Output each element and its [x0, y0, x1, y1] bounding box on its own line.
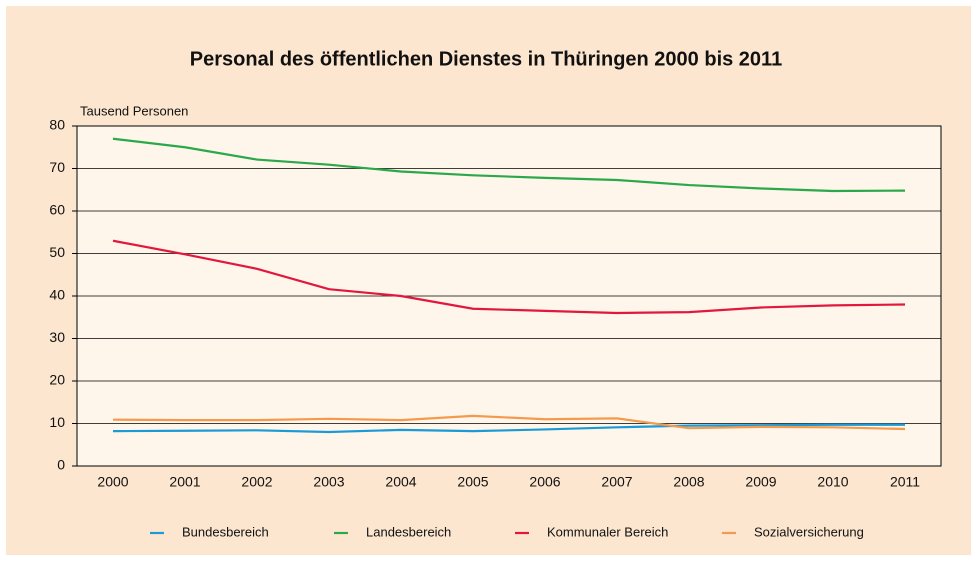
y-tick-label: 20: [49, 372, 65, 388]
line-series: [112, 239, 906, 315]
y-tick-label: 30: [49, 329, 65, 345]
x-tick-label: 2006: [529, 474, 560, 490]
y-tick-label: 60: [49, 202, 65, 218]
x-tick-label: 2003: [313, 474, 344, 490]
y-tick-label: 70: [49, 159, 65, 175]
legend-label: Kommunaler Bereich: [547, 524, 668, 539]
x-tick-label: 2005: [457, 474, 488, 490]
x-tick-label: 2010: [817, 474, 848, 490]
x-tick-label: 2004: [385, 474, 416, 490]
x-tick-label: 2002: [241, 474, 272, 490]
line-series: [112, 137, 906, 193]
x-tick-label: 2008: [673, 474, 704, 490]
y-tick-label: 0: [57, 457, 65, 473]
x-tick-label: 2007: [601, 474, 632, 490]
y-tick-label: 10: [49, 414, 65, 430]
chart-title: Personal des öffentlichen Dienstes in Th…: [190, 48, 782, 70]
x-tick-label: 2000: [97, 474, 128, 490]
line-series: [112, 414, 906, 431]
line-series: [112, 423, 905, 434]
y-tick-label: 40: [49, 287, 65, 303]
y-axis-label: Tausend Personen: [80, 103, 188, 118]
x-tick-label: 2011: [890, 474, 920, 490]
legend-label: Landesbereich: [366, 524, 451, 539]
x-tick-label: 2001: [169, 474, 200, 490]
y-tick-label: 80: [49, 117, 65, 133]
legend-label: Bundesbereich: [182, 524, 269, 539]
legend-label: Sozialversicherung: [754, 524, 864, 539]
y-tick-label: 50: [49, 244, 65, 260]
x-tick-label: 2009: [745, 474, 776, 490]
